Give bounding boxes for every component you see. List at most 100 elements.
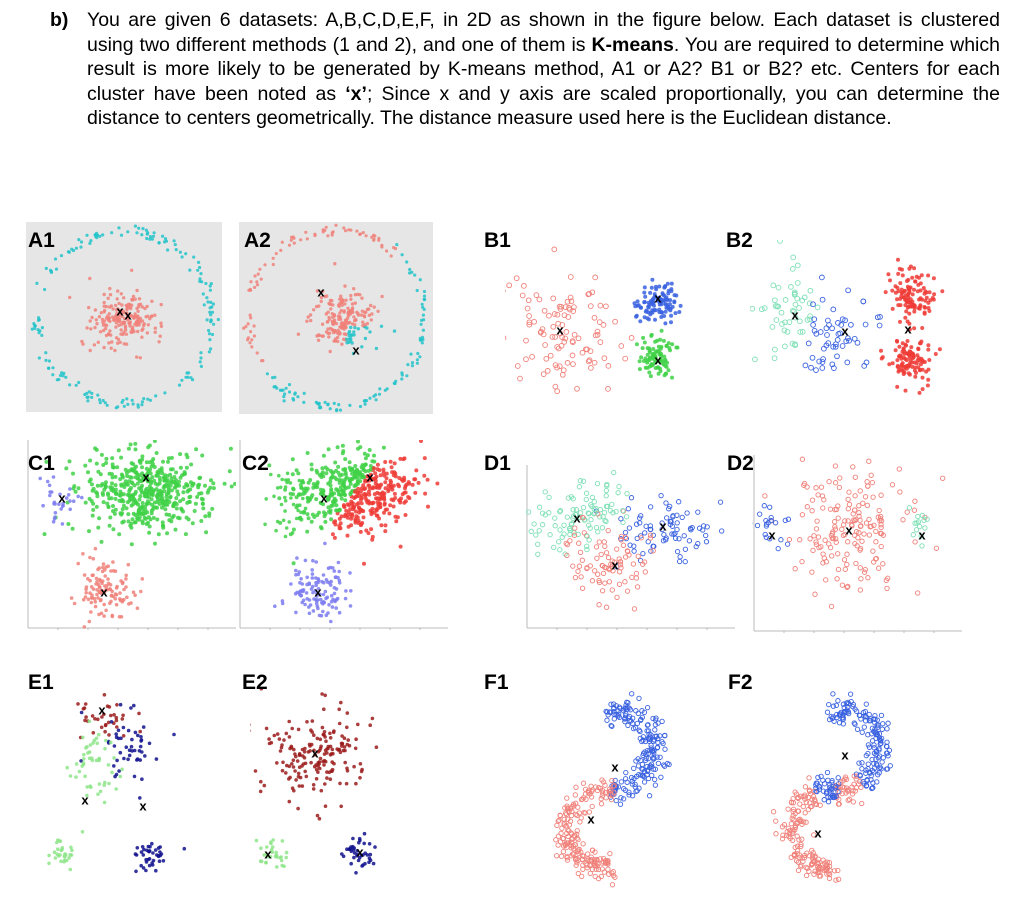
center-salmon: x bbox=[845, 523, 853, 538]
data-point bbox=[36, 328, 40, 332]
data-point bbox=[104, 461, 109, 465]
data-point bbox=[139, 589, 143, 594]
data-point bbox=[327, 496, 331, 500]
data-point bbox=[168, 494, 173, 499]
data-point bbox=[866, 532, 873, 538]
data-point bbox=[937, 347, 942, 352]
data-point bbox=[879, 356, 884, 361]
data-point bbox=[58, 492, 62, 497]
data-point bbox=[264, 726, 269, 731]
data-point bbox=[398, 456, 403, 461]
data-point bbox=[880, 561, 886, 567]
data-point bbox=[783, 832, 790, 839]
data-point bbox=[83, 702, 88, 706]
data-point bbox=[406, 495, 411, 499]
data-point bbox=[299, 510, 303, 515]
data-point bbox=[113, 592, 118, 596]
data-point bbox=[355, 515, 360, 520]
data-point bbox=[108, 601, 112, 606]
data-point bbox=[197, 260, 201, 264]
data-point bbox=[137, 749, 142, 753]
data-point bbox=[649, 301, 654, 306]
data-point bbox=[322, 763, 326, 767]
data-point bbox=[345, 341, 349, 345]
data-point bbox=[137, 497, 142, 502]
data-point bbox=[564, 541, 571, 548]
data-point bbox=[88, 555, 92, 560]
data-point bbox=[845, 335, 851, 342]
data-point bbox=[583, 496, 589, 503]
data-point bbox=[121, 734, 126, 738]
data-point bbox=[846, 501, 853, 508]
data-point bbox=[360, 296, 364, 300]
data-point bbox=[305, 319, 309, 323]
data-point bbox=[319, 744, 323, 749]
data-point bbox=[318, 592, 322, 597]
data-point bbox=[806, 787, 813, 793]
data-point bbox=[832, 524, 838, 530]
data-point bbox=[294, 568, 298, 573]
data-point bbox=[613, 508, 619, 515]
data-point bbox=[287, 719, 291, 724]
data-point bbox=[362, 561, 366, 566]
data-point bbox=[126, 757, 130, 762]
data-point bbox=[44, 266, 48, 270]
data-point bbox=[824, 709, 831, 715]
data-point bbox=[823, 867, 829, 873]
data-point bbox=[272, 494, 276, 499]
data-point bbox=[931, 276, 936, 281]
data-point bbox=[120, 497, 125, 502]
data-point bbox=[334, 321, 339, 326]
data-point bbox=[615, 713, 621, 719]
data-point bbox=[652, 727, 658, 733]
data-point bbox=[561, 816, 567, 823]
data-point bbox=[904, 366, 909, 371]
data-point bbox=[301, 598, 306, 603]
data-point bbox=[329, 619, 333, 624]
data-point bbox=[328, 731, 332, 736]
data-point bbox=[140, 478, 145, 483]
data-point bbox=[587, 870, 593, 877]
data-point bbox=[597, 339, 604, 345]
data-point bbox=[303, 602, 307, 607]
data-point bbox=[797, 537, 803, 543]
data-point bbox=[933, 352, 938, 356]
data-point bbox=[126, 728, 131, 733]
data-point bbox=[339, 308, 343, 313]
data-point bbox=[792, 301, 799, 308]
data-point bbox=[362, 451, 367, 456]
data-point bbox=[264, 497, 268, 501]
data-point bbox=[626, 525, 633, 531]
data-point bbox=[109, 720, 114, 724]
data-point bbox=[790, 254, 797, 261]
data-point bbox=[64, 466, 69, 471]
data-point bbox=[389, 480, 393, 485]
data-point bbox=[311, 787, 316, 791]
data-point bbox=[129, 313, 133, 317]
data-point bbox=[102, 310, 106, 314]
data-point bbox=[669, 313, 674, 318]
data-point bbox=[168, 472, 173, 477]
data-point bbox=[631, 548, 637, 554]
data-point bbox=[856, 513, 862, 519]
data-point bbox=[416, 351, 420, 356]
data-point bbox=[146, 495, 151, 499]
data-point bbox=[148, 317, 152, 321]
data-point bbox=[371, 466, 376, 471]
data-point bbox=[842, 774, 849, 780]
data-point bbox=[632, 781, 638, 788]
data-point bbox=[104, 587, 109, 591]
data-point bbox=[666, 761, 672, 768]
data-point bbox=[656, 359, 661, 364]
data-point bbox=[811, 316, 818, 323]
data-point bbox=[389, 465, 394, 470]
data-point bbox=[867, 770, 873, 776]
question: b) You are given 6 datasets: A,B,C,D,E,F… bbox=[50, 8, 1000, 131]
data-point bbox=[584, 346, 590, 353]
data-point bbox=[596, 784, 602, 791]
data-point bbox=[255, 351, 259, 355]
data-point bbox=[347, 460, 352, 465]
data-point bbox=[305, 575, 309, 580]
data-point bbox=[269, 472, 273, 477]
